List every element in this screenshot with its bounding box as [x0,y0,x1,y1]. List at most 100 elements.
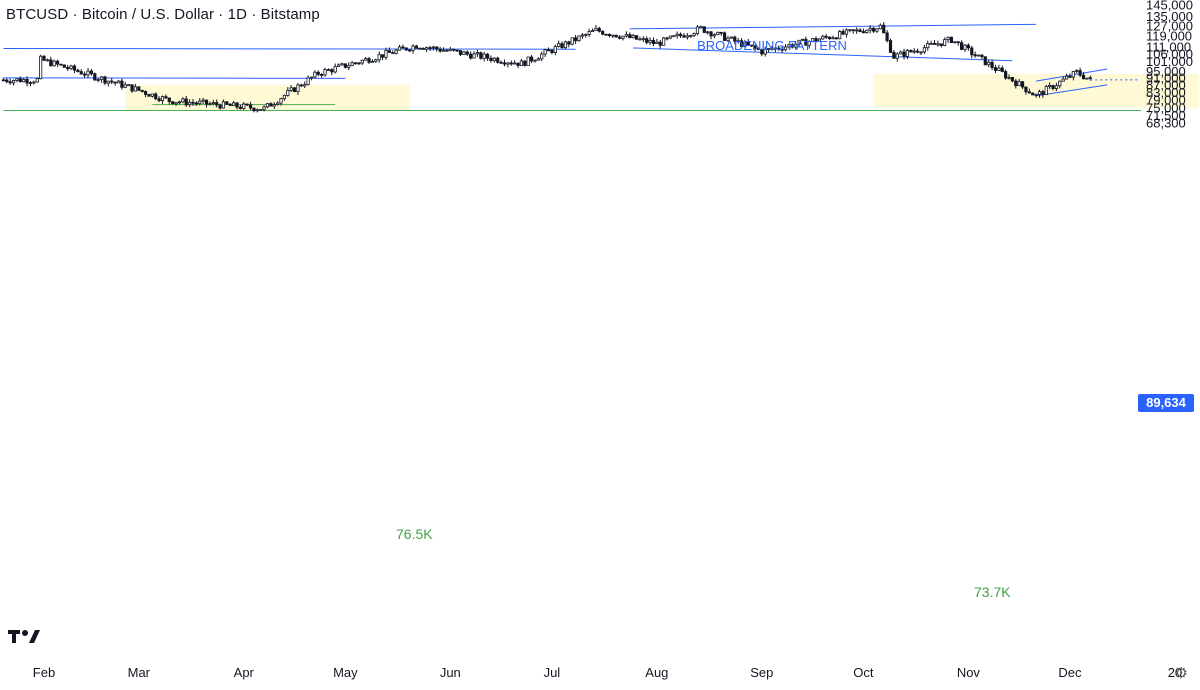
candle-body [970,47,974,56]
resistance-line-top [3,48,576,50]
settings-gear-icon[interactable]: ⚙ [1174,665,1188,682]
candle-body [218,104,222,109]
candle-body [408,49,412,52]
candle-body [86,70,90,76]
candle-body [814,38,818,42]
candle-body [1004,71,1008,79]
candle-body [215,102,219,106]
candle-body [560,43,564,49]
candle-body [164,96,168,99]
tradingview-logo[interactable] [8,626,42,651]
candle-body [238,106,242,109]
candle-body [404,47,408,51]
candle-body [1007,76,1011,79]
candle-body [391,52,395,54]
candle-body [651,39,656,44]
candle-body [865,29,869,34]
candle-body [668,35,673,39]
candle-body [157,98,161,102]
candle-body [28,82,33,84]
candle-body [540,53,544,60]
candle-body [76,69,80,72]
candle-body [685,35,689,38]
candle-body [336,64,341,68]
candle-body [509,62,513,65]
candle-body [519,60,524,66]
candle-body [956,41,960,44]
candle-body [160,96,165,102]
resistance-line-mid [3,77,346,79]
candle-body [171,101,175,105]
candle-body [174,102,178,105]
candle-body [1017,81,1021,87]
candle-body [570,37,574,45]
candle-body [62,64,66,68]
candle-body [712,34,717,37]
candle-body [811,38,815,42]
candle-body [871,27,876,32]
candle-body [611,34,615,37]
candle-body [594,27,598,31]
candle-body [909,49,913,53]
candle-body [821,35,825,40]
candle-body [103,76,107,84]
candle-body [5,79,9,83]
candle-body [848,29,852,32]
candle-body [1031,92,1035,96]
candle-body [695,26,700,34]
candle-body [469,53,473,59]
candle-body [360,59,364,64]
candle-body [225,101,229,105]
y-tick-label: 135,000 [1146,9,1193,24]
candle-body [72,65,77,71]
y-tick-label: 127,000 [1146,18,1193,33]
candle-body [133,86,138,92]
x-tick-label: Apr [234,665,255,680]
candle-body [377,54,381,61]
y-tick-label: 79,000 [1146,93,1186,108]
candle-body [502,62,507,65]
candle-body [794,43,798,48]
broadening-lower-line [633,47,1013,62]
x-tick-label: May [333,665,358,680]
candle-body [739,40,744,48]
candle-body [577,35,581,42]
candle-body [194,102,198,105]
candle-body [773,47,777,50]
candle-body [276,102,280,106]
candle-body [211,102,215,105]
candle-body [590,30,595,32]
candle-body [418,47,422,50]
candle-body [1051,85,1055,89]
candle-body [1024,86,1028,93]
candle-body [154,93,158,100]
candle-body [208,103,212,106]
candle-body [878,24,882,30]
candle-body [106,80,110,84]
x-tick-label: Feb [33,665,55,680]
candle-body [137,86,141,91]
candle-body [787,44,791,48]
candle-body [452,48,456,51]
candle-body [340,63,344,66]
candle-body [475,52,480,55]
y-tick-label: 101,000 [1146,54,1193,69]
candle-body [966,44,970,49]
candle-body [855,29,859,32]
candle-body [370,60,375,63]
candle-body [45,59,49,62]
candle-body [844,29,849,35]
candle-body [472,53,476,59]
candle-body [665,37,669,40]
candle-body [22,79,26,83]
candle-body [431,46,435,49]
candle-body [827,36,832,40]
candle-body [269,103,273,107]
candle-body [1,79,5,82]
candle-body [143,91,148,95]
candle-body [895,53,899,59]
candle-body [567,41,571,45]
support-zone-right [873,73,1199,108]
